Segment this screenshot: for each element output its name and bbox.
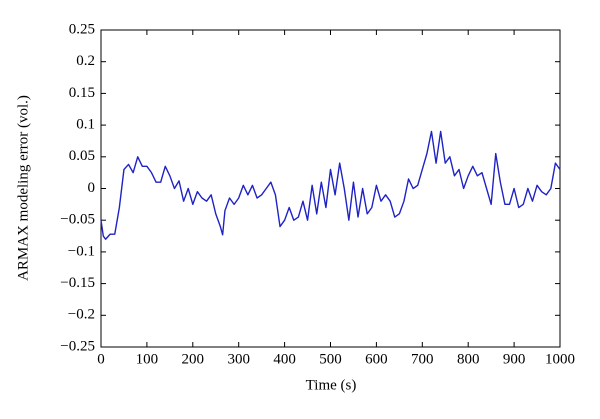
y-tick-label: 0.25 xyxy=(69,21,95,37)
x-tick-label: 900 xyxy=(503,351,526,367)
x-tick-label: 300 xyxy=(227,351,250,367)
y-tick-label: 0.15 xyxy=(69,85,95,101)
y-tick-label: 0.05 xyxy=(69,148,95,164)
x-tick-label: 500 xyxy=(319,351,342,367)
y-tick-label: 0.2 xyxy=(76,53,95,69)
y-tick-label: −0.25 xyxy=(60,338,95,354)
y-tick-label: −0.05 xyxy=(60,212,95,228)
x-tick-label: 800 xyxy=(457,351,480,367)
x-tick-label: 200 xyxy=(182,351,205,367)
plot-frame xyxy=(100,29,561,348)
y-tick-label: −0.1 xyxy=(68,243,95,259)
x-tick-label: 600 xyxy=(365,351,388,367)
x-tick-label: 100 xyxy=(136,351,159,367)
y-tick-label: 0.1 xyxy=(76,117,95,133)
data-line xyxy=(100,130,561,240)
x-tick-label: 700 xyxy=(411,351,434,367)
x-tick-label: 1000 xyxy=(545,351,575,367)
x-axis-label: Time (s) xyxy=(306,377,357,393)
y-tick-label: 0 xyxy=(88,180,96,196)
x-tick-label: 400 xyxy=(273,351,296,367)
y-tick-label: −0.2 xyxy=(68,307,95,323)
y-tick-label: −0.15 xyxy=(60,275,95,291)
y-axis-label: ARMAX modeling error (vol.) xyxy=(15,95,31,281)
x-tick-label: 0 xyxy=(97,351,105,367)
